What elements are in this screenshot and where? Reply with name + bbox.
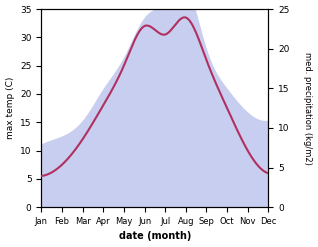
Y-axis label: max temp (C): max temp (C): [5, 77, 15, 139]
Y-axis label: med. precipitation (kg/m2): med. precipitation (kg/m2): [303, 52, 313, 165]
X-axis label: date (month): date (month): [119, 231, 191, 242]
